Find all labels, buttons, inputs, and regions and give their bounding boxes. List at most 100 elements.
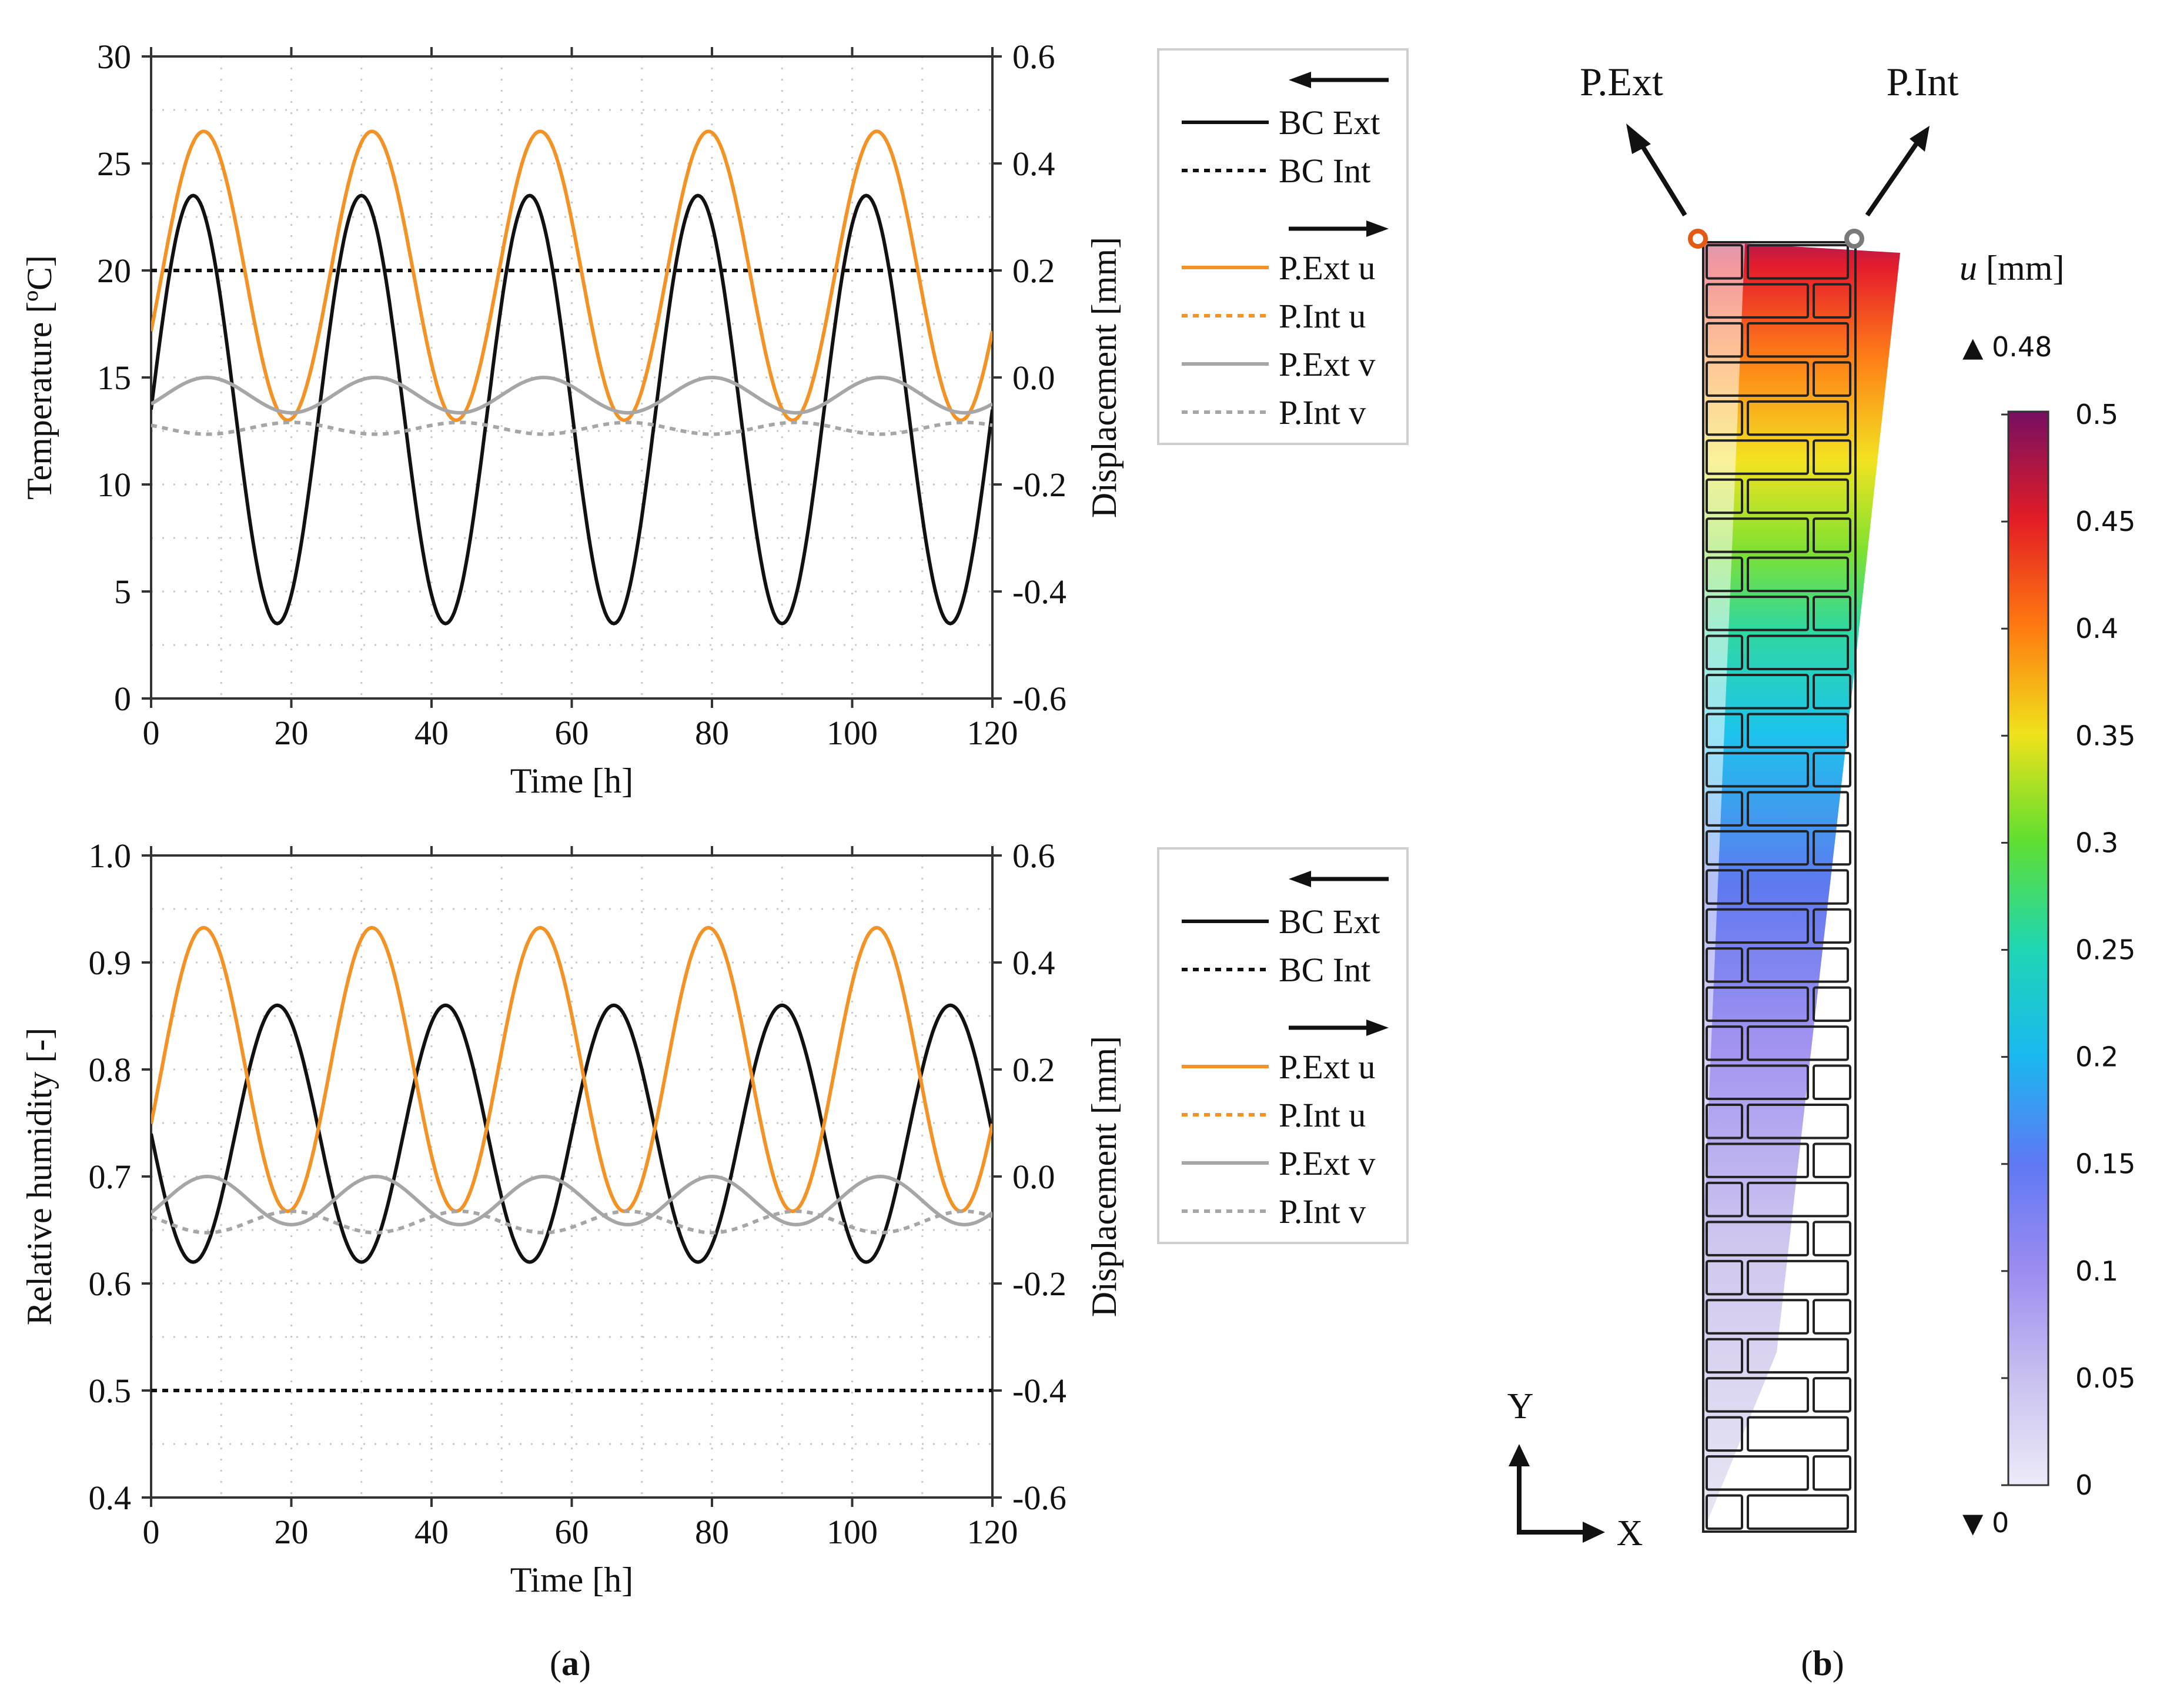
brick-half <box>1706 947 1743 983</box>
wall-outline <box>1702 241 1857 1533</box>
y2-axis-label: Displacement [mm] <box>1085 237 1124 518</box>
y2-tick-label: -0.6 <box>1012 680 1066 718</box>
brick-half <box>1706 1025 1743 1061</box>
y2-tick-label: 0.6 <box>1012 837 1055 875</box>
x-tick-label: 100 <box>827 714 878 752</box>
caption-a: (a) <box>550 1644 591 1683</box>
y2-tick-label: -0.2 <box>1012 466 1066 504</box>
y-tick-label: 0.5 <box>89 1372 132 1410</box>
colorbar-ticks: 0 0.05 0.1 0.15 0.2 0.25 0.3 0.35 0.4 0.45 0.5 <box>2001 399 2135 1501</box>
brick <box>1706 1142 1809 1178</box>
brick-half <box>1706 713 1743 748</box>
legend-label: BC Int <box>1279 152 1370 190</box>
point-int-marker <box>1844 229 1864 249</box>
brick-half <box>1813 361 1851 397</box>
colorbar-tick-label: 0.25 <box>2075 934 2135 966</box>
colorbar-tick-label: 0.05 <box>2075 1362 2135 1394</box>
displacement-field-panel: P.Ext P.Int u [mm] ▲ 0.48 0 0.05 0.1 0.15 0.… <box>1507 59 2136 1553</box>
y-axis-label: Temperature [ºC] <box>20 255 59 500</box>
brick-half <box>1706 1104 1743 1139</box>
brick <box>1747 1181 1849 1218</box>
y-tick-label: 10 <box>97 466 131 504</box>
colorbar-min-label: ▼ 0 <box>1962 1507 2009 1539</box>
x-tick-label: 80 <box>695 1513 729 1551</box>
brick-half <box>1706 1259 1743 1296</box>
brick <box>1706 439 1809 475</box>
x-tick-label: 120 <box>967 1513 1018 1551</box>
brick <box>1706 517 1809 553</box>
label-pint: P.Int <box>1887 59 1959 104</box>
x-axis-label: Time [h] <box>510 761 633 800</box>
triad-y-label: Y <box>1507 1386 1534 1426</box>
brick <box>1747 400 1849 436</box>
y-tick-label: 0.9 <box>89 944 132 982</box>
y-tick-label: 0.8 <box>89 1051 132 1089</box>
y2-tick-label: -0.4 <box>1012 1372 1066 1410</box>
brick-half <box>1706 244 1743 280</box>
legend-arrow-left-head <box>1289 72 1311 88</box>
y-tick-label: 0 <box>114 680 131 718</box>
colorbar-tick-label: 0.1 <box>2075 1255 2118 1287</box>
y-tick-label: 15 <box>97 359 131 397</box>
y2-tick-label: -0.6 <box>1012 1479 1066 1517</box>
brick-half <box>1813 1221 1851 1256</box>
colorbar-tick-label: 0.35 <box>2075 720 2135 751</box>
caption-b: (b) <box>1801 1644 1844 1683</box>
brick <box>1706 283 1809 319</box>
y2-tick-label: 0.2 <box>1012 252 1055 290</box>
series-group <box>151 129 992 626</box>
x-tick-label: 40 <box>414 1513 449 1551</box>
brick-half <box>1813 674 1851 710</box>
brick <box>1747 791 1849 827</box>
legend-arrow-right-head <box>1366 220 1389 237</box>
chart-temperature-panel: 0 20 40 60 80 100 120 0 5 10 15 20 25 30 -0.6 -0.4 -0.2 0… <box>20 38 1409 800</box>
brick <box>1706 986 1809 1022</box>
legend-label: P.Ext u <box>1279 1048 1375 1086</box>
legend-arrow-right-head <box>1366 1020 1389 1036</box>
brick <box>1706 1455 1809 1491</box>
series-bc-ext <box>151 1003 992 1264</box>
triad-x-arrowhead <box>1583 1522 1605 1543</box>
x-tick-label: 0 <box>143 1513 160 1551</box>
point-ext-marker <box>1688 229 1708 249</box>
brick-half <box>1706 1494 1743 1530</box>
brick <box>1706 1377 1809 1413</box>
y-tick-label: 0.4 <box>89 1479 132 1517</box>
colorbar-title: u [mm] <box>1960 249 2064 288</box>
arrow-head-pext <box>1626 123 1651 154</box>
colorbar-max-label: ▲ 0.48 <box>1962 331 2052 363</box>
x-tick-label: 40 <box>414 714 449 752</box>
brick <box>1747 1494 1849 1530</box>
legend-label: P.Ext u <box>1279 249 1375 287</box>
legend-frame <box>1157 847 1409 1244</box>
brick-half <box>1706 1416 1743 1452</box>
triad-x-label: X <box>1617 1513 1643 1553</box>
brick-half <box>1706 791 1743 827</box>
brick <box>1747 556 1849 593</box>
series-p-int-u <box>151 129 992 422</box>
legend-label: P.Int u <box>1279 1096 1366 1134</box>
brick-half <box>1813 596 1851 631</box>
brick <box>1706 674 1809 710</box>
x-tick-label: 20 <box>275 1513 309 1551</box>
x-tick-label: 100 <box>827 1513 878 1551</box>
brick <box>1747 1338 1849 1374</box>
y2-tick-label: -0.4 <box>1012 573 1066 611</box>
colorbar-tick-label: 0.3 <box>2075 827 2118 858</box>
brick <box>1747 1025 1849 1061</box>
brick-half <box>1813 751 1851 788</box>
y-tick-label: 20 <box>97 252 131 290</box>
arrow-to-pext <box>1636 137 1687 217</box>
brick <box>1747 947 1849 983</box>
brick <box>1747 1259 1849 1296</box>
x-tick-label: 20 <box>275 714 309 752</box>
brick-half <box>1813 517 1851 553</box>
arrow-head-pint <box>1910 126 1930 152</box>
brick <box>1706 751 1809 788</box>
brick <box>1706 830 1809 866</box>
series-p-ext-v <box>151 375 992 415</box>
y2-tick-label: 0.0 <box>1012 359 1055 397</box>
colorbar-tick-label: 0.4 <box>2075 613 2118 644</box>
y2-tick-label: 0.0 <box>1012 1158 1055 1196</box>
